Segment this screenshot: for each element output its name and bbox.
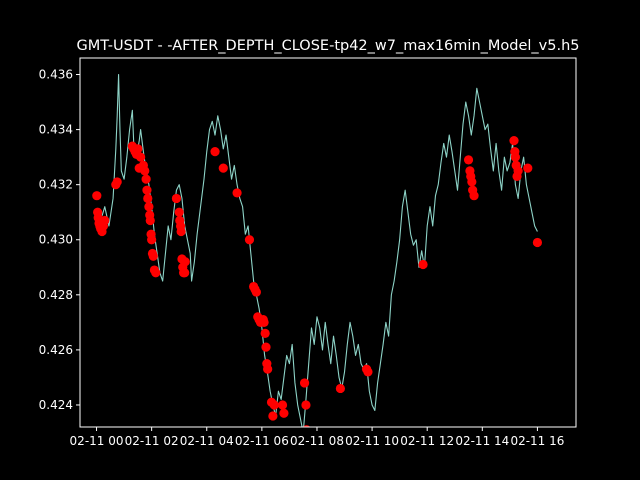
plot-frame [79, 57, 577, 428]
signal-marker-62 [279, 408, 289, 418]
signal-markers-layer [92, 136, 543, 427]
signal-marker-59 [268, 411, 278, 421]
signal-marker-70 [363, 367, 373, 377]
signal-marker-36 [176, 226, 186, 237]
signal-marker-33 [174, 207, 184, 217]
signal-marker-15 [133, 144, 143, 154]
x-tick-label-2: 02-11 04 [180, 434, 234, 448]
x-axis: 02-11 00 02-11 02 02-11 04 02-11 06 02-11 08… [70, 427, 564, 448]
x-tick-label-5: 02-11 10 [345, 434, 399, 448]
y-axis: 0.424 0.426 0.428 0.430 0.432 0.434 0.436 [39, 68, 80, 412]
signal-marker-19 [140, 166, 150, 176]
signal-marker-10 [112, 177, 122, 187]
y-tick-label-2: 0.428 [39, 288, 73, 302]
x-tick-label-3: 02-11 06 [235, 434, 289, 448]
signal-marker-55 [261, 342, 271, 352]
signal-marker-45 [244, 235, 255, 245]
signal-marker-27 [147, 235, 157, 245]
x-tick-label-1: 02-11 02 [125, 434, 179, 448]
signal-marker-20 [141, 174, 151, 184]
signal-marker-71 [418, 259, 428, 270]
signal-marker-0 [92, 191, 102, 201]
signal-marker-21 [142, 185, 152, 195]
signal-marker-23 [144, 202, 154, 212]
signal-marker-42 [210, 147, 220, 157]
price-line [96, 73, 538, 427]
x-tick-label-7: 02-11 14 [455, 434, 509, 448]
signal-marker-22 [143, 193, 153, 204]
signal-marker-60 [269, 400, 279, 410]
signal-marker-61 [277, 400, 288, 410]
chart-title: GMT-USDT - -AFTER_DEPTH_CLOSE-tp42_w7_ma… [76, 38, 579, 54]
signal-marker-43 [218, 163, 228, 173]
signal-marker-54 [260, 328, 270, 338]
signal-marker-63 [299, 378, 310, 388]
signal-marker-29 [148, 251, 158, 261]
signal-marker-31 [151, 268, 161, 278]
y-tick-label-3: 0.430 [39, 233, 73, 247]
signal-marker-48 [251, 287, 261, 297]
signal-marker-32 [171, 193, 182, 204]
signal-marker-78 [509, 136, 519, 146]
y-tick-label-0: 0.424 [39, 398, 73, 412]
signal-marker-83 [513, 166, 523, 176]
x-tick-label-4: 02-11 08 [290, 434, 344, 448]
signal-marker-41 [180, 257, 190, 267]
signal-marker-68 [335, 383, 345, 394]
signal-marker-80 [510, 152, 520, 162]
x-tick-label-8: 02-11 16 [510, 434, 564, 448]
signal-marker-75 [467, 177, 477, 187]
x-tick-label-0: 02-11 00 [70, 434, 124, 448]
signal-marker-72 [463, 155, 474, 165]
signal-marker-77 [469, 191, 479, 201]
signal-marker-57 [263, 364, 273, 374]
price-line-layer [96, 73, 538, 427]
signal-marker-84 [523, 163, 533, 173]
plot-area [92, 73, 543, 427]
signal-marker-25 [145, 215, 155, 226]
y-tick-label-1: 0.426 [39, 343, 73, 357]
signal-marker-17 [136, 152, 146, 162]
y-tick-label-4: 0.432 [39, 178, 73, 192]
signal-marker-64 [301, 400, 311, 410]
x-tick-label-6: 02-11 12 [400, 434, 454, 448]
signal-marker-44 [232, 188, 242, 198]
signal-marker-40 [180, 268, 190, 278]
y-tick-label-6: 0.436 [39, 68, 73, 82]
signal-marker-85 [532, 237, 543, 248]
signal-marker-8 [100, 215, 110, 226]
signal-marker-53 [259, 317, 269, 327]
y-tick-label-5: 0.434 [39, 123, 73, 137]
